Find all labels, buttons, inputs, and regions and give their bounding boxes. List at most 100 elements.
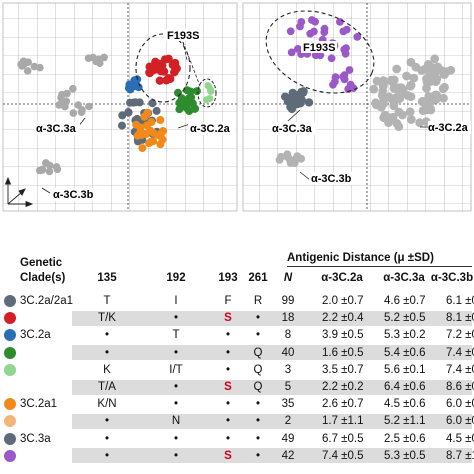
map-point xyxy=(342,25,351,34)
map-point xyxy=(136,123,145,132)
header-a3c3a: α-3C.3a xyxy=(383,272,425,284)
clade-color-dot xyxy=(4,312,16,325)
header-192: 192 xyxy=(166,272,186,284)
table-cell-p192: • xyxy=(173,449,179,462)
table-cell-n: 5 xyxy=(284,381,292,393)
label-a3c3a-right: α-3C.3a xyxy=(272,123,313,135)
table-cell-d3b: 8.6 ±0.1 xyxy=(446,381,474,393)
table-cell-d3b: 7.4 ±0.6 xyxy=(446,346,474,359)
left-antigenic-map: F193S α-3C.2a α-3C.3a α-3C.3b xyxy=(2,2,238,212)
map-point xyxy=(398,110,407,120)
table-cell-n: 40 xyxy=(281,346,295,359)
table-cell-p261: • xyxy=(255,449,261,462)
map-point xyxy=(379,79,389,88)
label-a3c3b-right: α-3C.3b xyxy=(311,173,352,185)
map-point xyxy=(353,33,362,41)
table-cell-n: 49 xyxy=(281,432,295,445)
table-cell-p192: I/T xyxy=(169,363,183,376)
right-antigenic-map: F193S α-3C.3a α-3C.2a α-3C.3b xyxy=(242,2,472,212)
table-cell-p192: T xyxy=(172,329,180,342)
label-a3c3b-left: α-3C.3b xyxy=(53,189,94,201)
map-point xyxy=(306,29,315,38)
row-shading xyxy=(72,310,472,326)
map-point xyxy=(156,116,165,124)
table-cell-p193: S xyxy=(224,312,232,325)
clade-label: 3C.2a xyxy=(20,329,51,342)
map-point xyxy=(341,49,350,58)
map-point xyxy=(376,102,386,112)
map-point xyxy=(286,27,295,36)
map-point xyxy=(433,65,442,75)
map-point xyxy=(142,121,151,130)
table-cell-p261: Q xyxy=(253,346,263,359)
row-shading xyxy=(72,379,472,395)
map-point xyxy=(405,107,415,117)
table-cell-p192: • xyxy=(173,398,179,411)
map-point xyxy=(149,137,158,146)
map-point xyxy=(128,81,137,90)
map-point xyxy=(175,105,184,114)
map-point xyxy=(155,76,164,85)
table-cell-n: 35 xyxy=(281,398,295,411)
label-a3c2a-right: α-3C.2a xyxy=(428,122,469,134)
map-point xyxy=(69,84,77,93)
row-shading xyxy=(72,448,472,464)
map-point xyxy=(134,83,143,92)
table-cell-d3b: 8.7 ±1.1 xyxy=(446,449,474,462)
f193s-ellipse xyxy=(135,33,191,103)
table-cell-n: 99 xyxy=(281,295,295,307)
table-cell-p135: K/N xyxy=(97,398,117,411)
clade-label: 3C.2a1 xyxy=(20,398,58,411)
header-135: 135 xyxy=(97,272,117,284)
map-point xyxy=(118,121,126,130)
table-cell-d3a: 5.3 ±0.5 xyxy=(384,449,426,462)
map-point xyxy=(152,61,161,70)
header-genetic: Genetic xyxy=(20,257,63,269)
clade-color-dot xyxy=(4,449,16,462)
table-cell-p192: • xyxy=(173,312,179,325)
map-point xyxy=(299,88,308,97)
map-point xyxy=(38,165,47,174)
table-cell-p135: • xyxy=(104,329,110,342)
map-point xyxy=(426,104,435,114)
map-point xyxy=(346,80,355,89)
table-cell-p261: • xyxy=(255,329,261,342)
table-cell-p193: S xyxy=(224,449,232,462)
header-a3c3b: α-3C.3b xyxy=(430,272,474,284)
map-point xyxy=(204,82,212,90)
table-cell-p193: • xyxy=(225,432,231,445)
map-point xyxy=(386,75,396,85)
map-point xyxy=(181,101,190,109)
table-cell-d3a: 5.4 ±0.6 xyxy=(384,346,426,359)
table-cell-d2a: 1.7 ±1.1 xyxy=(322,415,364,428)
row-shading xyxy=(72,345,472,361)
map-point xyxy=(409,73,419,83)
table-cell-p193: S xyxy=(224,381,232,393)
map-point xyxy=(286,158,295,167)
map-point xyxy=(186,87,195,96)
map-point xyxy=(430,54,440,64)
map-point xyxy=(45,167,54,176)
table-cell-p135: • xyxy=(104,415,110,428)
map-point xyxy=(36,63,44,72)
header-clades: Clade(s) xyxy=(20,272,66,284)
table-cell-n: 42 xyxy=(281,449,295,462)
table-cell-d2a: 6.7 ±0.5 xyxy=(322,432,364,445)
table-cell-p193: • xyxy=(225,363,231,376)
map-point xyxy=(438,84,448,93)
table-cell-d3b: 6.0 ±0.9 xyxy=(446,398,474,411)
map-point xyxy=(58,90,66,99)
map-point xyxy=(340,75,349,84)
clade-color-dot xyxy=(4,415,16,428)
map-point xyxy=(140,112,149,121)
map-point xyxy=(23,67,32,75)
table-cell-n: 8 xyxy=(284,329,292,342)
map-point xyxy=(331,73,340,81)
map-point xyxy=(170,67,179,76)
map-point xyxy=(95,55,103,63)
table-cell-p192: I xyxy=(174,295,178,307)
row-shading xyxy=(72,413,472,429)
map-point xyxy=(145,68,154,77)
map-point xyxy=(287,48,296,57)
